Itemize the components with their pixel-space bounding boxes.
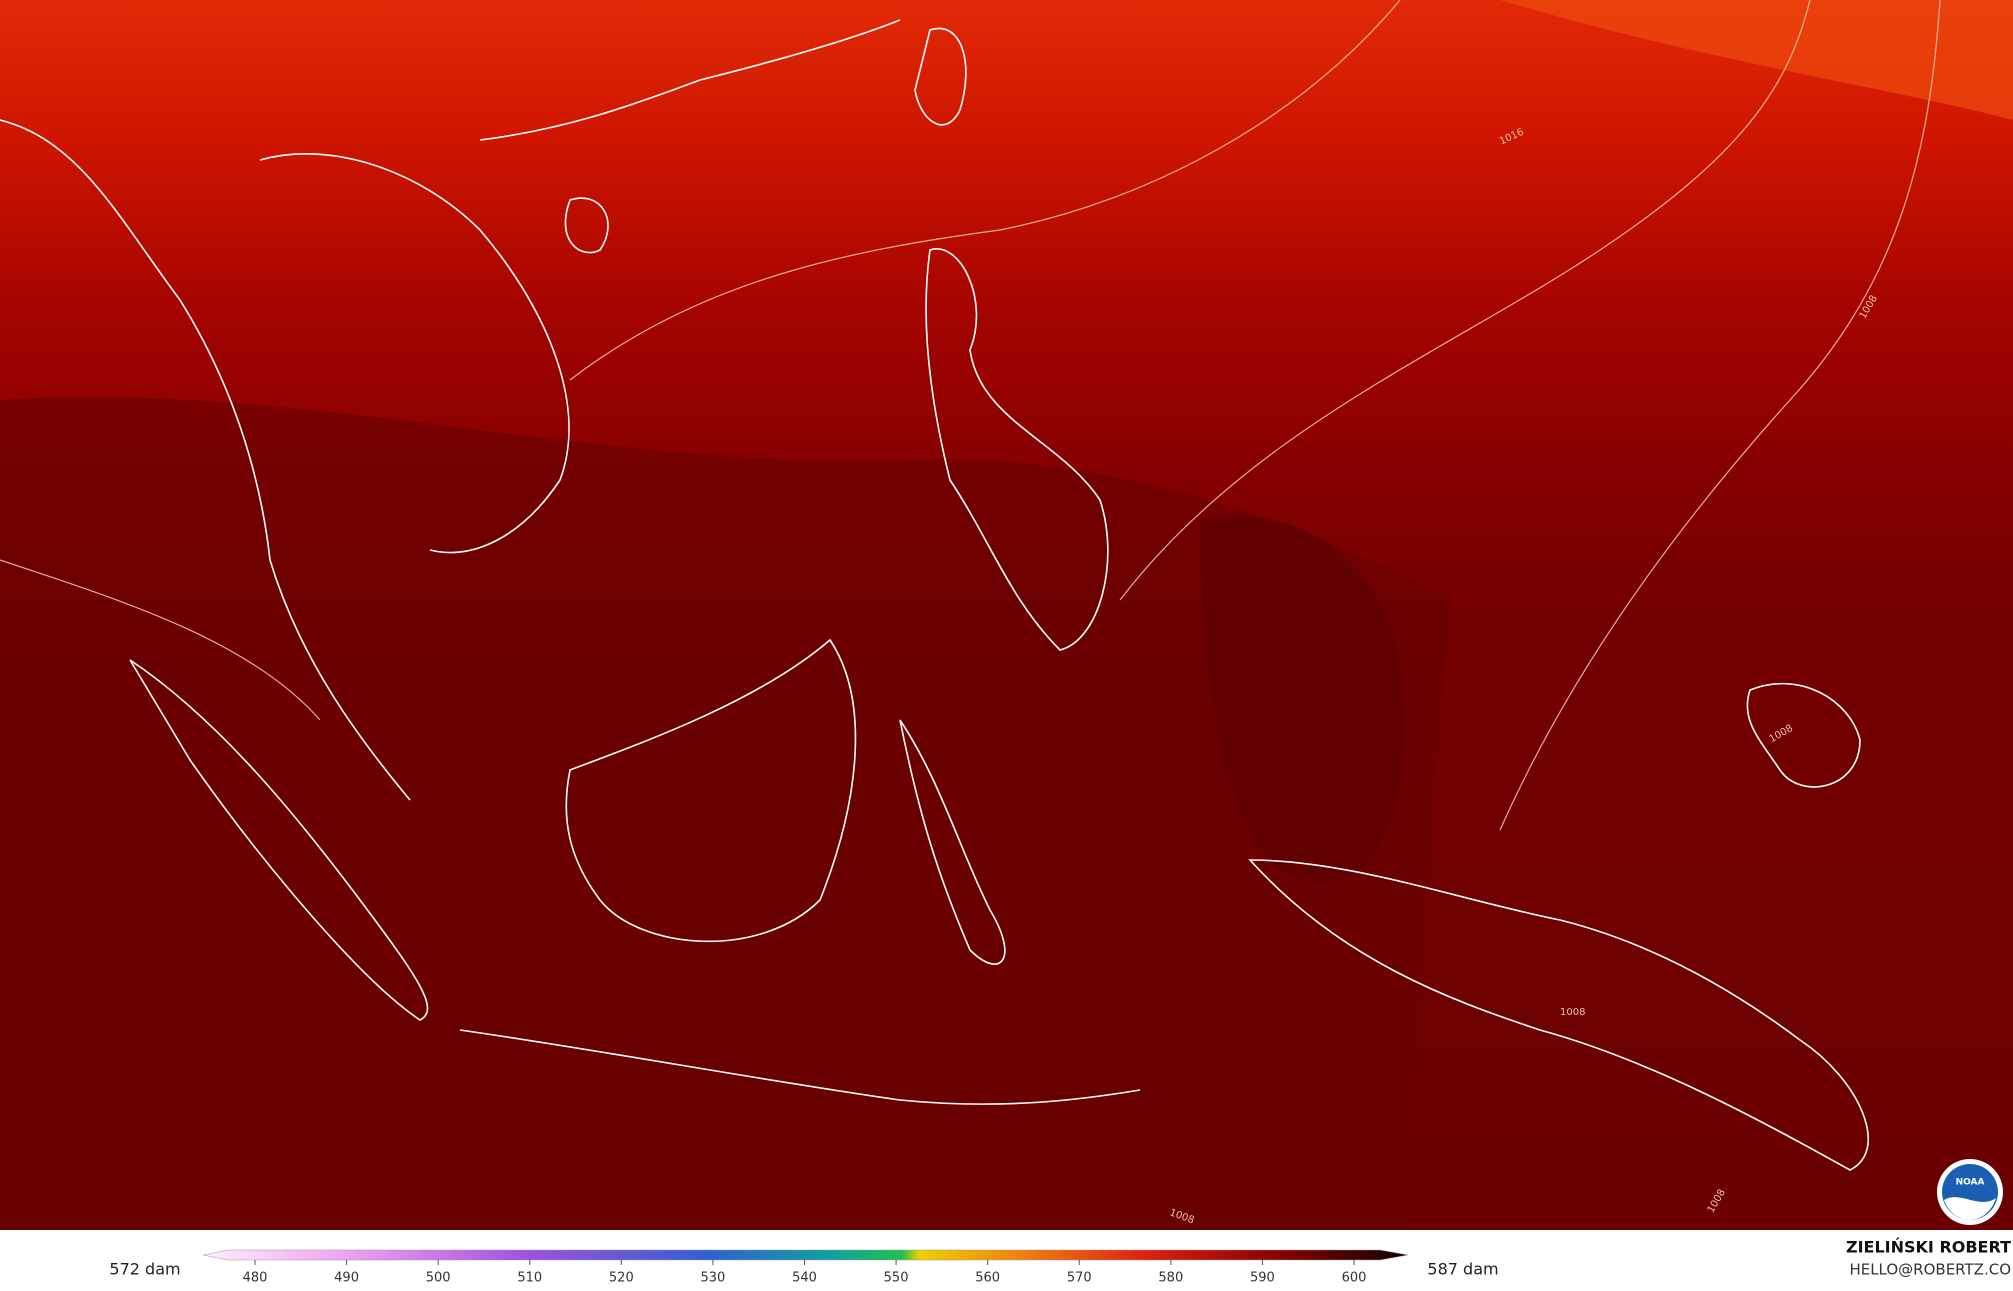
band [1200,516,1406,883]
credit-name: ZIELIŃSKI ROBERT [1846,1238,2011,1257]
colorbar-tick-label: 540 [792,1271,817,1286]
colorbar-tick-label: 490 [334,1271,359,1286]
credit-email: HELLO@ROBERTZ.CO [1849,1261,2011,1279]
map: 1016 1008 1008 1008 1008 1008 NOAA [0,0,2013,1230]
colorbar-tick-label: 580 [1158,1271,1183,1286]
colorbar-max-label: 587 dam [1427,1260,1498,1279]
colorbar-gradient [202,1249,1409,1261]
colorbar: 572 dam 587 dam 480 490 500 510 520 530 540 550… [109,1249,1499,1286]
colorbar-tick-label: 510 [517,1271,542,1286]
coastlines [0,19,1869,1171]
isobars [0,0,1941,831]
colorbar-tick-label: 530 [701,1271,726,1286]
colorbar-tick-label: 550 [884,1271,909,1286]
logo: NOAA [1937,1159,2003,1225]
band [0,397,1450,1230]
logo-text: NOAA [1956,1178,1985,1188]
band [1500,0,2013,120]
colorbar-tick-label: 590 [1250,1271,1275,1286]
isobar-label: 1008 [1560,1007,1585,1018]
colorbar-tick-label: 480 [243,1271,268,1286]
colorbar-tick-label: 570 [1067,1271,1092,1286]
colorbar-tick-label: 560 [975,1271,1000,1286]
colorbar-min-label: 572 dam [109,1260,180,1279]
colorbar-tick-label: 600 [1342,1271,1367,1286]
colorbar-tick-label: 520 [609,1271,634,1286]
colorbar-tick-label: 500 [426,1271,451,1286]
